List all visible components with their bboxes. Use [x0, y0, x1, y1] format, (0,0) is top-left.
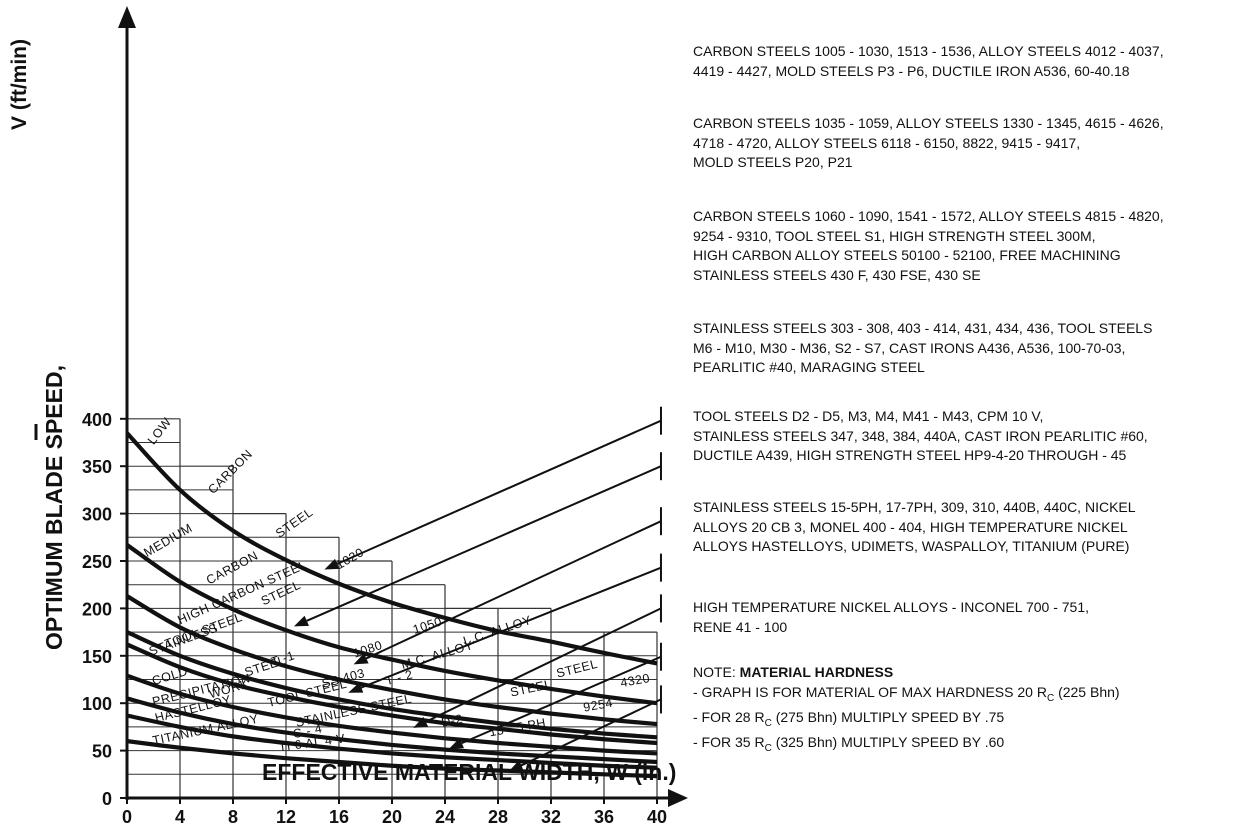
hardness-note: NOTE: MATERIAL HARDNESS - GRAPH IS FOR MA… — [693, 663, 1120, 758]
x-tick-label: 12 — [276, 807, 296, 827]
y-tick-label: 150 — [82, 647, 112, 667]
hardness-line-3: - FOR 35 RC (325 Bhn) MULTIPLY SPEED BY … — [693, 733, 1120, 758]
y-tick-label: 50 — [92, 742, 112, 762]
material-note-line: STAINLESS STEELS 430 F, 430 FSE, 430 SE — [693, 266, 1164, 286]
material-note-line: RENE 41 - 100 — [693, 618, 1089, 638]
x-tick-label: 28 — [488, 807, 508, 827]
hardness-text: - FOR 35 R — [693, 734, 765, 750]
hardness-line-2: - FOR 28 RC (275 Bhn) MULTIPLY SPEED BY … — [693, 708, 1120, 733]
y-tick-label: 200 — [82, 599, 112, 619]
x-axis-arrow — [668, 789, 688, 807]
y-tick-label: 100 — [82, 694, 112, 714]
material-note-1: CARBON STEELS 1005 - 1030, 1513 - 1536, … — [693, 42, 1164, 81]
y-axis-arrow — [118, 6, 136, 28]
material-note-line: 4718 - 4720, ALLOY STEELS 6118 - 6150, 8… — [693, 134, 1164, 154]
material-note-4: STAINLESS STEELS 303 - 308, 403 - 414, 4… — [693, 319, 1152, 378]
hardness-prefix: NOTE: — [693, 664, 740, 680]
material-note-2: CARBON STEELS 1035 - 1059, ALLOY STEELS … — [693, 114, 1164, 173]
material-note-line: TOOL STEELS D2 - D5, M3, M4, M41 - M43, … — [693, 407, 1148, 427]
hardness-text: (275 Bhn) MULTIPLY SPEED BY .75 — [772, 709, 1004, 725]
hardness-text: (225 Bhn) — [1054, 684, 1119, 700]
material-note-line: MOLD STEELS P20, P21 — [693, 153, 1164, 173]
hardness-text: - GRAPH IS FOR MATERIAL OF MAX HARDNESS … — [693, 684, 1047, 700]
x-tick-label: 20 — [382, 807, 402, 827]
material-note-line: STAINLESS STEELS 347, 348, 384, 440A, CA… — [693, 427, 1148, 447]
y-tick-label: 0 — [102, 789, 112, 809]
material-note-line: HIGH TEMPERATURE NICKEL ALLOYS - INCONEL… — [693, 598, 1089, 618]
curve-label: CARBON — [205, 447, 255, 497]
material-note-line: STAINLESS STEELS 15-5PH, 17-7PH, 309, 31… — [693, 498, 1136, 518]
material-note-line: ALLOYS 20 CB 3, MONEL 400 - 404, HIGH TE… — [693, 518, 1136, 538]
curve-label: COLD — [150, 664, 189, 688]
pointer-arrow-head-2 — [294, 616, 309, 627]
curve-label: MEDIUM — [141, 521, 195, 560]
pointer-arrow-line-2 — [307, 466, 661, 621]
pointer-arrow-line-1 — [337, 421, 661, 564]
material-note-5: TOOL STEELS D2 - D5, M3, M4, M41 - M43, … — [693, 407, 1148, 466]
material-note-3: CARBON STEELS 1060 - 1090, 1541 - 1572, … — [693, 207, 1164, 285]
material-note-line: HIGH CARBON ALLOY STEELS 50100 - 52100, … — [693, 246, 1164, 266]
curve-label: STEEL — [509, 677, 553, 699]
material-note-6: STAINLESS STEELS 15-5PH, 17-7PH, 309, 31… — [693, 498, 1136, 557]
material-note-line: DUCTILE A439, HIGH STRENGTH STEEL HP9-4-… — [693, 446, 1148, 466]
curve-label: STEEL — [273, 505, 316, 541]
hardness-text: - FOR 28 R — [693, 709, 765, 725]
hardness-subscript: C — [765, 718, 772, 729]
x-tick-label: 16 — [329, 807, 349, 827]
y-tick-label: 400 — [82, 410, 112, 430]
material-note-line: PEARLITIC #40, MARAGING STEEL — [693, 358, 1152, 378]
x-tick-label: 32 — [541, 807, 561, 827]
material-note-line: 9254 - 9310, TOOL STEEL S1, HIGH STRENGT… — [693, 227, 1164, 247]
y-tick-label: 300 — [82, 505, 112, 525]
curve-label: 9254 — [582, 696, 614, 715]
curve-label: 4320 — [619, 671, 651, 690]
y-axis-unit: V (ft/min) — [8, 39, 31, 130]
pointer-arrow-line-4 — [361, 568, 661, 688]
material-note-line: CARBON STEELS 1060 - 1090, 1541 - 1572, … — [693, 207, 1164, 227]
hardness-text: (325 Bhn) MULTIPLY SPEED BY .60 — [772, 734, 1004, 750]
hardness-line-1: - GRAPH IS FOR MATERIAL OF MAX HARDNESS … — [693, 683, 1120, 708]
pointer-arrow-line-3 — [366, 521, 661, 658]
material-note-line: CARBON STEELS 1005 - 1030, 1513 - 1536, … — [693, 42, 1164, 62]
material-note-line: 4419 - 4427, MOLD STEELS P3 - P6, DUCTIL… — [693, 62, 1164, 82]
x-tick-label: 4 — [175, 807, 185, 827]
x-axis-title: EFFECTIVE MATERIAL WIDTH, W (in.) — [262, 759, 676, 785]
hardness-subscript: C — [765, 743, 772, 754]
material-note-7: HIGH TEMPERATURE NICKEL ALLOYS - INCONEL… — [693, 598, 1089, 637]
curve-label: STEEL — [555, 657, 599, 681]
x-tick-label: 8 — [228, 807, 238, 827]
y-tick-label: 250 — [82, 552, 112, 572]
material-note-line: CARBON STEELS 1035 - 1059, ALLOY STEELS … — [693, 114, 1164, 134]
y-tick-label: 350 — [82, 457, 112, 477]
y-axis-title: OPTIMUM BLADE SPEED, — [41, 365, 67, 650]
x-tick-label: 36 — [594, 807, 614, 827]
x-tick-label: 0 — [122, 807, 132, 827]
hardness-title: MATERIAL HARDNESS — [740, 664, 894, 680]
material-note-line: M6 - M10, M30 - M36, S2 - S7, CAST IRONS… — [693, 339, 1152, 359]
material-note-line: STAINLESS STEELS 303 - 308, 403 - 414, 4… — [693, 319, 1152, 339]
x-tick-label: 24 — [435, 807, 455, 827]
material-note-line: ALLOYS HASTELLOYS, UDIMETS, WASPALLOY, T… — [693, 537, 1136, 557]
x-tick-label: 40 — [647, 807, 667, 827]
pointer-arrow-line-5 — [426, 608, 661, 721]
